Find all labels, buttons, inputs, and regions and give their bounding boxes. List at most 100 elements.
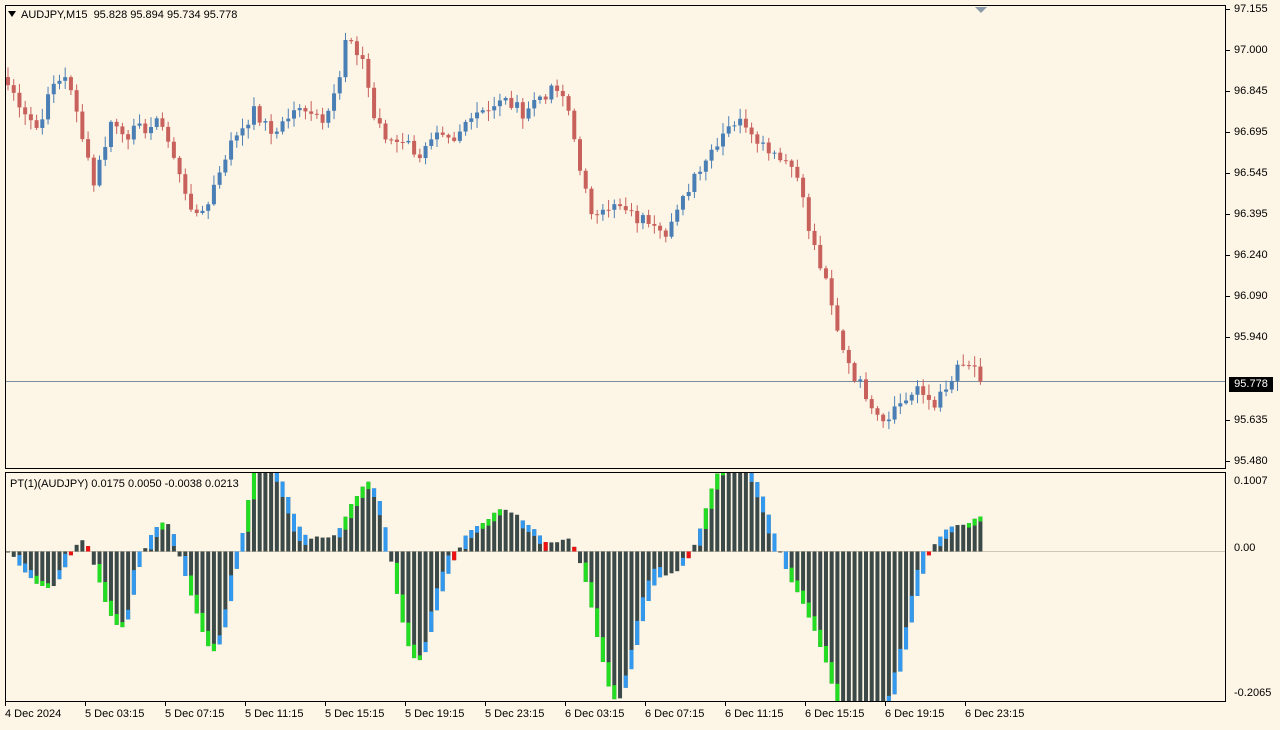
histogram-bar [503, 509, 508, 552]
histogram-bar-tip [583, 562, 588, 582]
candle [795, 159, 800, 182]
candle [480, 107, 485, 114]
histogram-bar-tip [823, 645, 828, 663]
histogram-bar-tip [394, 562, 399, 594]
candle-body [560, 90, 565, 97]
histogram-bar [349, 504, 354, 552]
candle-body [280, 121, 285, 132]
candle-body [211, 184, 216, 205]
histogram-bar-tip [446, 555, 451, 574]
histogram-bar-tip [789, 567, 794, 583]
histogram-bar [366, 481, 371, 552]
candle-body [40, 119, 45, 128]
candle-body [846, 349, 851, 364]
histogram-bar [886, 551, 891, 701]
histogram-bar [778, 551, 783, 553]
candle-body [841, 330, 846, 350]
price-axis-label: 95.480 [1234, 455, 1268, 467]
candle-body [372, 87, 377, 119]
histogram-bar [23, 551, 28, 573]
candle [846, 345, 851, 374]
histogram-bar-tip [652, 568, 657, 586]
histogram-bar-tip [886, 695, 891, 701]
histogram-bar-tip [366, 481, 371, 490]
candle [978, 358, 983, 385]
candle [806, 193, 811, 240]
candle [217, 166, 222, 189]
histogram-bar [801, 551, 806, 604]
candle [475, 102, 480, 128]
histogram-bar [738, 473, 743, 552]
price-axis-tick [1226, 420, 1230, 421]
histogram-bar [292, 513, 296, 552]
candle [457, 124, 462, 144]
candle-body [206, 204, 211, 211]
candle [515, 94, 520, 113]
histogram-bar [223, 551, 228, 628]
candle-body [566, 96, 571, 111]
candle [91, 154, 96, 192]
candle-body [686, 192, 691, 197]
histogram-bar-tip [978, 516, 983, 522]
histogram-bar [932, 544, 937, 552]
histogram-bar-tip [383, 527, 388, 552]
candle-body [440, 132, 445, 135]
candle-body [875, 408, 880, 415]
histogram-bar [955, 525, 960, 552]
candle [263, 118, 268, 131]
histogram-bar-tip [520, 520, 525, 529]
histogram-bar-tip [938, 536, 943, 547]
candle-body [246, 124, 251, 129]
price-axis-label: 96.545 [1234, 167, 1268, 179]
candle [823, 265, 828, 280]
time-axis-tick [965, 702, 966, 706]
candle-body [904, 400, 909, 404]
histogram-bar [314, 536, 319, 552]
candle [320, 107, 325, 130]
histogram-bar-tip [292, 513, 296, 532]
histogram-bar [635, 551, 640, 645]
histogram-bar-tip [206, 630, 211, 647]
histogram-bar-tip [721, 473, 725, 476]
candle-body [886, 419, 891, 422]
candle [377, 108, 382, 129]
candle [721, 123, 725, 156]
histogram-bar-tip [686, 551, 691, 559]
price-chart-pane[interactable] [5, 5, 1226, 469]
candle-body [806, 197, 811, 231]
histogram-bar-tip [412, 644, 417, 659]
histogram-bar [909, 551, 914, 623]
candle-body [600, 209, 605, 215]
candle-body [34, 120, 39, 128]
histogram-bar-tip [234, 551, 239, 569]
price-axis-label: 96.395 [1234, 208, 1268, 220]
candle-body [955, 364, 960, 381]
candle [864, 372, 868, 402]
candle-body [446, 134, 451, 138]
chart-symbol: AUDJPY,M15 [21, 9, 88, 21]
indicator-pane[interactable] [5, 472, 1226, 702]
histogram-bar [406, 551, 411, 647]
candle [629, 203, 634, 217]
symbol-menu-icon[interactable] [8, 11, 16, 17]
histogram-bar-tip [86, 546, 91, 552]
histogram-bar [526, 525, 531, 552]
candle [589, 186, 594, 220]
candle [612, 199, 617, 219]
candle [961, 354, 966, 367]
candle-body [932, 399, 937, 408]
candle [177, 155, 182, 183]
histogram-bar [761, 496, 766, 552]
histogram-bar [629, 551, 634, 670]
candle-body [217, 172, 222, 185]
candle-body [703, 160, 708, 172]
candle [669, 213, 674, 239]
candle [766, 137, 771, 161]
histogram-bar [549, 542, 554, 552]
candle [240, 118, 245, 146]
price-axis-label: 96.845 [1234, 85, 1268, 97]
candle [509, 90, 514, 110]
time-axis-tick [485, 702, 486, 706]
time-axis-tick [565, 702, 566, 706]
candle [183, 168, 188, 201]
